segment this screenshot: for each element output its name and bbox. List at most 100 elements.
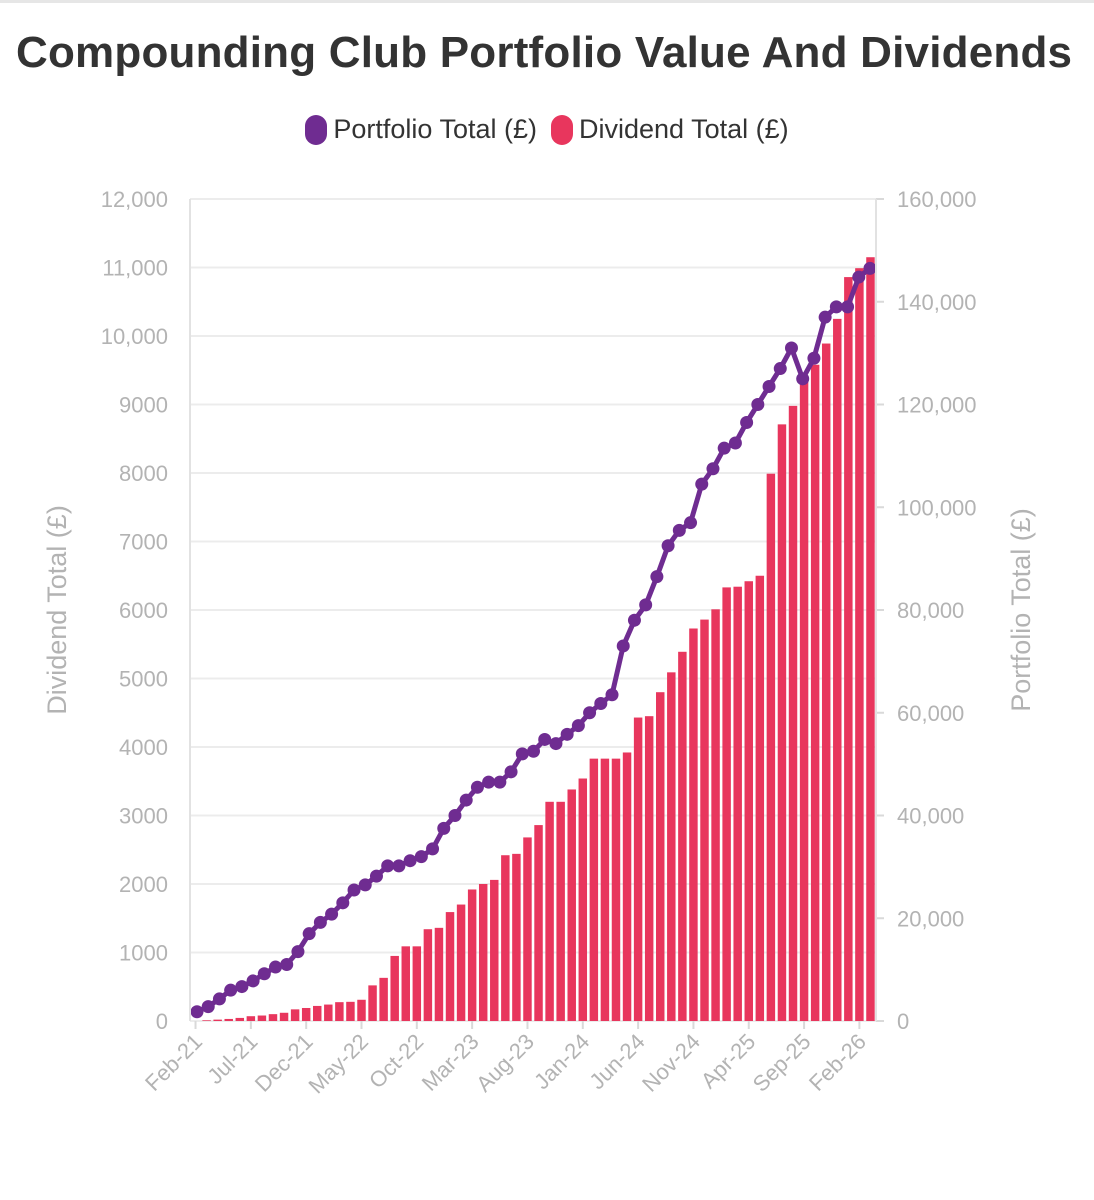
chart-title: Compounding Club Portfolio Value And Div… xyxy=(16,28,1073,77)
portfolio-point xyxy=(627,613,641,627)
dividend-bar xyxy=(379,977,388,1021)
dividend-bar xyxy=(766,473,776,1021)
portfolio-point xyxy=(470,780,484,794)
y-left-tick-label: 2000 xyxy=(119,872,168,897)
portfolio-point xyxy=(829,300,843,314)
portfolio-point xyxy=(605,688,619,702)
portfolio-point xyxy=(482,775,496,789)
portfolio-point xyxy=(280,957,294,971)
dividend-bar xyxy=(235,1017,245,1021)
dividend-bar xyxy=(301,1007,311,1021)
portfolio-point xyxy=(190,1005,204,1019)
dividend-bar xyxy=(622,752,632,1021)
x-tick-label: Feb-26 xyxy=(804,1029,871,1096)
dividend-bar xyxy=(390,955,399,1021)
portfolio-point xyxy=(347,883,361,897)
dividend-bar xyxy=(855,268,864,1021)
dividend-bar xyxy=(290,1009,300,1021)
portfolio-point xyxy=(527,744,540,758)
dividend-bar xyxy=(678,651,687,1021)
dividend-bar xyxy=(523,837,532,1021)
portfolio-point xyxy=(459,793,473,807)
portfolio-point xyxy=(246,974,260,988)
y-right-tick-label: 20,000 xyxy=(897,906,964,931)
dividend-bar xyxy=(833,318,842,1021)
dividend-bar xyxy=(324,1004,333,1021)
portfolio-point xyxy=(773,362,787,376)
portfolio-point xyxy=(504,765,518,779)
y-left-tick-label: 10,000 xyxy=(101,324,168,349)
dividend-bar xyxy=(412,946,422,1021)
portfolio-line xyxy=(190,261,877,1019)
dividend-bar xyxy=(401,946,410,1021)
dividend-bar xyxy=(788,405,798,1021)
dividend-bar xyxy=(733,586,742,1021)
x-tick-label: Jan-24 xyxy=(529,1029,594,1094)
dividend-bar xyxy=(578,778,588,1021)
dividend-bar xyxy=(335,1002,344,1021)
portfolio-point xyxy=(448,809,462,822)
x-tick-label: Feb-21 xyxy=(140,1029,207,1096)
y-left-tick-label: 5000 xyxy=(119,667,168,692)
dividend-bar xyxy=(821,343,831,1021)
dividend-bar xyxy=(667,672,676,1021)
portfolio-point xyxy=(201,1000,215,1014)
y-right-tick-label: 140,000 xyxy=(897,290,977,315)
top-divider xyxy=(0,0,1094,3)
dividend-bar xyxy=(777,424,787,1021)
dividend-bar xyxy=(313,1005,322,1021)
dividend-bar xyxy=(346,1001,355,1021)
dividend-bar xyxy=(501,855,510,1021)
portfolio-point xyxy=(583,706,597,720)
dividend-bar xyxy=(545,801,554,1021)
portfolio-point xyxy=(717,441,731,455)
dividend-bar xyxy=(213,1019,222,1021)
portfolio-point xyxy=(538,732,552,746)
x-tick-label: Sep-25 xyxy=(748,1029,816,1097)
legend-swatch-portfolio xyxy=(305,114,328,145)
y-right-tick-label: 160,000 xyxy=(897,187,977,212)
dividend-bar xyxy=(357,999,366,1021)
portfolio-point xyxy=(291,945,305,959)
portfolio-point xyxy=(706,462,720,476)
legend-label-portfolio: Portfolio Total (£) xyxy=(333,114,537,144)
legend-swatch-dividend xyxy=(551,114,573,145)
y-left-tick-label: 1000 xyxy=(119,941,168,966)
portfolio-point xyxy=(762,380,776,394)
portfolio-point xyxy=(560,727,574,741)
portfolio-point xyxy=(796,372,810,386)
legend-item-portfolio[interactable]: Portfolio Total (£) xyxy=(305,114,537,145)
x-tick-label: Oct-22 xyxy=(364,1029,428,1093)
dividend-bar xyxy=(611,758,621,1021)
portfolio-point xyxy=(650,570,664,584)
portfolio-point xyxy=(695,477,709,491)
portfolio-point xyxy=(369,869,383,883)
portfolio-point xyxy=(437,821,451,835)
y-right-tick-label: 80,000 xyxy=(897,598,964,623)
legend-item-dividend[interactable]: Dividend Total (£) xyxy=(551,114,789,145)
dividend-bar xyxy=(246,1016,256,1021)
portfolio-point xyxy=(852,270,866,284)
y-left-tick-label: 11,000 xyxy=(102,256,168,281)
dividend-bar xyxy=(534,825,543,1021)
x-tick-label: Dec-21 xyxy=(250,1029,318,1097)
portfolio-point xyxy=(403,854,417,868)
dividend-bar xyxy=(567,789,576,1021)
y-left-tick-label: 7000 xyxy=(119,530,168,555)
dividend-bar xyxy=(368,985,377,1021)
dividend-bar xyxy=(467,889,477,1021)
y-right-tick-label: 100,000 xyxy=(897,495,977,520)
x-tick-label: Nov-24 xyxy=(637,1029,705,1097)
portfolio-point xyxy=(336,896,350,910)
dividend-bar xyxy=(866,257,875,1022)
portfolio-point xyxy=(751,398,765,411)
portfolio-point xyxy=(784,341,798,355)
portfolio-point xyxy=(381,859,395,873)
dividend-bar xyxy=(279,1012,289,1021)
y-left-tick-label: 12,000 xyxy=(101,187,168,212)
portfolio-point xyxy=(807,351,821,365)
y-left-tick-label: 3000 xyxy=(119,804,168,829)
portfolio-point xyxy=(414,850,428,864)
portfolio-point xyxy=(672,523,686,537)
y-right-tick-label: 40,000 xyxy=(897,804,964,829)
